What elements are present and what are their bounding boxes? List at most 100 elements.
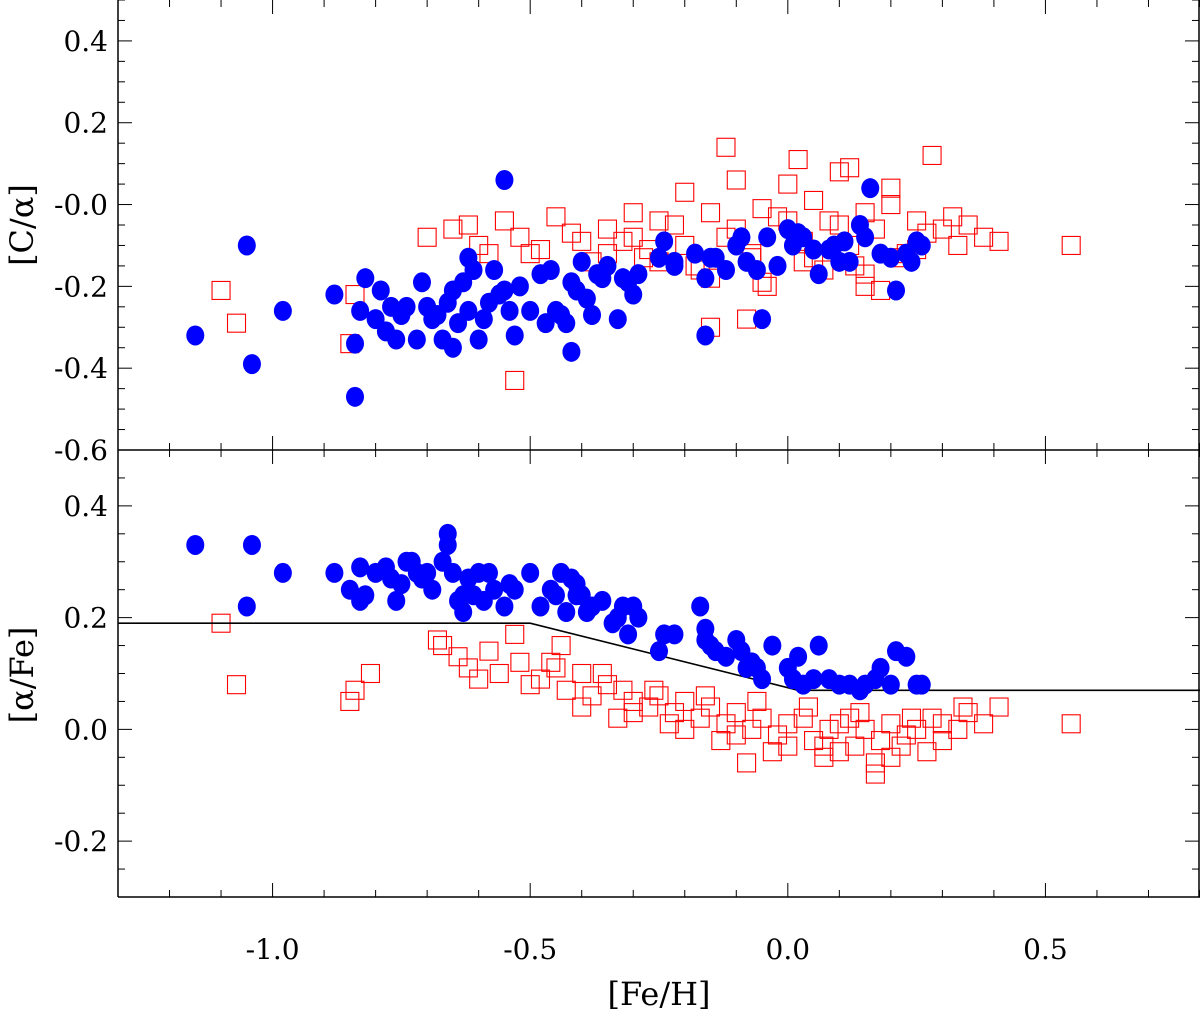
blue-circle-point (912, 235, 931, 256)
plot-area (186, 137, 1081, 407)
red-square-point (829, 215, 849, 235)
blue-circle-point (237, 596, 256, 617)
blue-circle-point (881, 674, 900, 695)
red-square-point (804, 730, 824, 751)
blue-circle-point (242, 354, 261, 375)
blue-circle-point (655, 231, 674, 252)
red-square-point (881, 714, 901, 734)
blue-circle-point (809, 635, 828, 656)
red-square-point (469, 235, 489, 256)
blue-circle-point (495, 280, 514, 301)
blue-circle-point (546, 585, 565, 606)
blue-circle-point (608, 309, 627, 330)
blue-circle-point (830, 251, 849, 272)
x-tick-label: 0.5 (1023, 933, 1068, 966)
red-square-point (530, 669, 551, 689)
blue-circle-point (464, 260, 483, 280)
red-square-point (845, 736, 865, 756)
red-square-point (489, 663, 509, 684)
blue-circle-point (871, 657, 890, 678)
blue-circle-point (887, 280, 906, 301)
red-square-point (546, 658, 566, 678)
bottom-y-axis-title: [α/Fe] (3, 627, 41, 724)
red-square-point (659, 714, 679, 734)
red-square-point (695, 686, 715, 706)
y-tick-label: 0.0 (63, 713, 108, 746)
blue-circle-point (557, 313, 576, 334)
blue-circle-point (495, 170, 514, 190)
red-square-point (226, 675, 247, 695)
red-square-point (804, 190, 824, 211)
blue-circle-point (598, 255, 617, 276)
red-square-point (778, 736, 798, 756)
red-square-point (881, 194, 901, 215)
red-square-point (762, 742, 782, 762)
blue-circle-point (351, 557, 370, 578)
red-square-point (891, 736, 911, 756)
red-square-point (613, 680, 633, 700)
red-square-point (546, 207, 566, 227)
blue-circle-point (242, 534, 261, 555)
red-square-point (974, 714, 994, 734)
red-square-point (989, 231, 1009, 251)
blue-circle-point (418, 562, 437, 583)
blue-circle-point (438, 534, 457, 555)
blue-circle-point (479, 562, 498, 583)
blue-circle-point (273, 562, 292, 583)
red-square-point (458, 658, 478, 678)
blue-circle-point (809, 264, 828, 285)
blue-circle-point (505, 325, 524, 346)
blue-circle-point (716, 260, 735, 280)
red-square-point (530, 239, 551, 260)
red-square-point (767, 207, 788, 227)
red-square-point (427, 630, 447, 650)
blue-circle-point (897, 646, 916, 667)
red-square-point (649, 211, 669, 231)
x-tick-label: 0.0 (766, 933, 811, 966)
blue-circle-point (572, 251, 591, 272)
red-square-point (896, 725, 916, 745)
red-square-point (211, 280, 231, 301)
blue-circle-point (629, 607, 648, 628)
blue-circle-point (485, 579, 504, 600)
blue-circle-point (469, 329, 488, 350)
blue-circle-point (768, 255, 787, 276)
blue-circle-point (510, 276, 529, 297)
red-square-point (572, 697, 592, 717)
blue-circle-point (804, 669, 823, 690)
blue-circle-point (686, 243, 705, 264)
blue-circle-point (454, 585, 473, 606)
blue-circle-point (624, 284, 643, 305)
blue-circle-point (593, 590, 612, 611)
red-square-point (520, 675, 540, 695)
red-square-point (953, 697, 973, 717)
red-square-point (551, 636, 571, 656)
red-square-point (345, 680, 365, 700)
blue-circle-point (650, 247, 668, 268)
blue-circle-point (356, 585, 375, 606)
blue-circle-point (346, 333, 365, 354)
blue-circle-point (696, 268, 715, 289)
red-square-point (623, 703, 643, 723)
blue-circle-point (521, 300, 540, 321)
y-tick-label: 0.4 (63, 25, 108, 58)
red-square-point (798, 697, 818, 717)
red-square-point (469, 669, 489, 689)
red-square-point (345, 284, 365, 305)
red-square-point (572, 663, 592, 684)
blue-circle-point (443, 337, 462, 358)
red-square-point (433, 636, 453, 656)
red-square-point (829, 162, 849, 182)
red-square-point (948, 719, 968, 739)
blue-circle-point (371, 280, 390, 301)
red-square-point (865, 764, 885, 784)
top-y-axis-title: [C/α] (3, 184, 41, 266)
blue-circle-point (650, 641, 668, 662)
red-square-point (443, 219, 463, 239)
red-square-point (711, 730, 731, 751)
red-square-point (932, 219, 952, 239)
red-square-point (664, 703, 685, 723)
blue-circle-point (763, 635, 782, 656)
red-square-point (814, 747, 834, 767)
blue-circle-point (747, 260, 766, 280)
